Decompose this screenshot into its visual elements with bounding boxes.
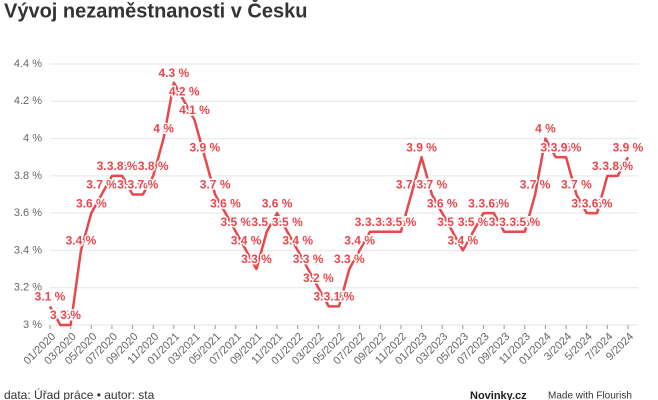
y-tick-label: 4 % bbox=[23, 132, 42, 144]
data-label: 3.1 % bbox=[313, 290, 344, 304]
data-label: 3.7 % bbox=[520, 178, 551, 192]
data-label: 3.3 % bbox=[334, 252, 365, 266]
data-label: 3.9 % bbox=[540, 140, 571, 154]
data-label: 3.4 % bbox=[231, 234, 262, 248]
y-tick-label: 3.2 % bbox=[14, 282, 42, 294]
brand: Novinky.cz bbox=[470, 390, 527, 400]
y-tick-label: 3 % bbox=[23, 319, 42, 331]
data-label: 3.6 % bbox=[571, 196, 602, 210]
data-label: 3.7 % bbox=[417, 178, 448, 192]
data-label: 3.8 % bbox=[602, 159, 633, 173]
data-label: 3.8 % bbox=[107, 159, 138, 173]
data-label: 4 % bbox=[153, 122, 174, 136]
data-label: 3.8 % bbox=[138, 159, 169, 173]
data-label: 3.5 % bbox=[499, 215, 530, 229]
y-tick-label: 4.2 % bbox=[14, 95, 42, 107]
data-label: 3.6 % bbox=[427, 196, 458, 210]
data-label: 3.8 % bbox=[592, 159, 623, 173]
data-label: 3.7 % bbox=[86, 178, 117, 192]
data-label: 3.6 % bbox=[478, 196, 509, 210]
data-label: 3.6 % bbox=[76, 196, 107, 210]
y-tick-label: 4.4 % bbox=[14, 58, 42, 70]
line bbox=[48, 81, 630, 327]
data-label: 3.5 % bbox=[355, 215, 386, 229]
data-label: 3.2 % bbox=[303, 271, 334, 285]
data-label: 3.5 % bbox=[386, 215, 417, 229]
credit: Made with Flourish bbox=[548, 391, 632, 400]
data-label: 3.4 % bbox=[344, 234, 375, 248]
data-label: 3.6 % bbox=[210, 196, 241, 210]
data-label: 3.5 % bbox=[375, 215, 406, 229]
data-label: 3.6 % bbox=[262, 196, 293, 210]
data-label: 3.5 % bbox=[272, 215, 303, 229]
data-label: 3.4 % bbox=[66, 234, 97, 248]
y-tick-label: 3.4 % bbox=[14, 244, 42, 256]
chart-title: Vývoj nezaměstnanosti v Česku bbox=[4, 0, 307, 22]
data-label: 3.5 % bbox=[251, 215, 282, 229]
data-label: 3.9 % bbox=[613, 140, 644, 154]
data-label: 3.7 % bbox=[128, 178, 159, 192]
y-tick-label: 3.6 % bbox=[14, 207, 42, 219]
data-label: 4.3 % bbox=[159, 66, 190, 80]
data-label: 3.4 % bbox=[282, 234, 313, 248]
data-label: 3 % bbox=[60, 308, 81, 322]
data-label: 4 % bbox=[535, 122, 556, 136]
data-label: 3 % bbox=[50, 308, 71, 322]
source: data: Úřad práce • autor: sta bbox=[4, 387, 155, 400]
data-label: 3.3 % bbox=[293, 252, 324, 266]
data-label: 4.1 % bbox=[179, 103, 210, 117]
data-label: 3.6 % bbox=[582, 196, 613, 210]
data-label: 3.9 % bbox=[189, 140, 220, 154]
data-label: 3.7 % bbox=[117, 178, 148, 192]
data-label: 3.5 % bbox=[489, 215, 520, 229]
data-label: 3.9 % bbox=[551, 140, 582, 154]
data-label: 3.1 % bbox=[324, 290, 355, 304]
data-label: 3.8 % bbox=[97, 159, 128, 173]
data-label: 3.9 % bbox=[406, 140, 437, 154]
data-label: 3.5 % bbox=[365, 215, 396, 229]
data-label: 3.7 % bbox=[200, 178, 231, 192]
y-tick-label: 3.8 % bbox=[14, 170, 42, 182]
data-label: 3.3 % bbox=[241, 252, 272, 266]
data-label: 3.7 % bbox=[561, 178, 592, 192]
data-label: 3.4 % bbox=[448, 234, 479, 248]
data-label: 3.7 % bbox=[396, 178, 427, 192]
data-label: 3.6 % bbox=[468, 196, 499, 210]
data-label: 3.1 % bbox=[35, 290, 66, 304]
data-label: 3.5 % bbox=[509, 215, 540, 229]
data-label: 3.5 % bbox=[458, 215, 489, 229]
data-label: 3.5 % bbox=[220, 215, 251, 229]
data-label: 4.2 % bbox=[169, 84, 200, 98]
data-label: 3.5 % bbox=[437, 215, 468, 229]
